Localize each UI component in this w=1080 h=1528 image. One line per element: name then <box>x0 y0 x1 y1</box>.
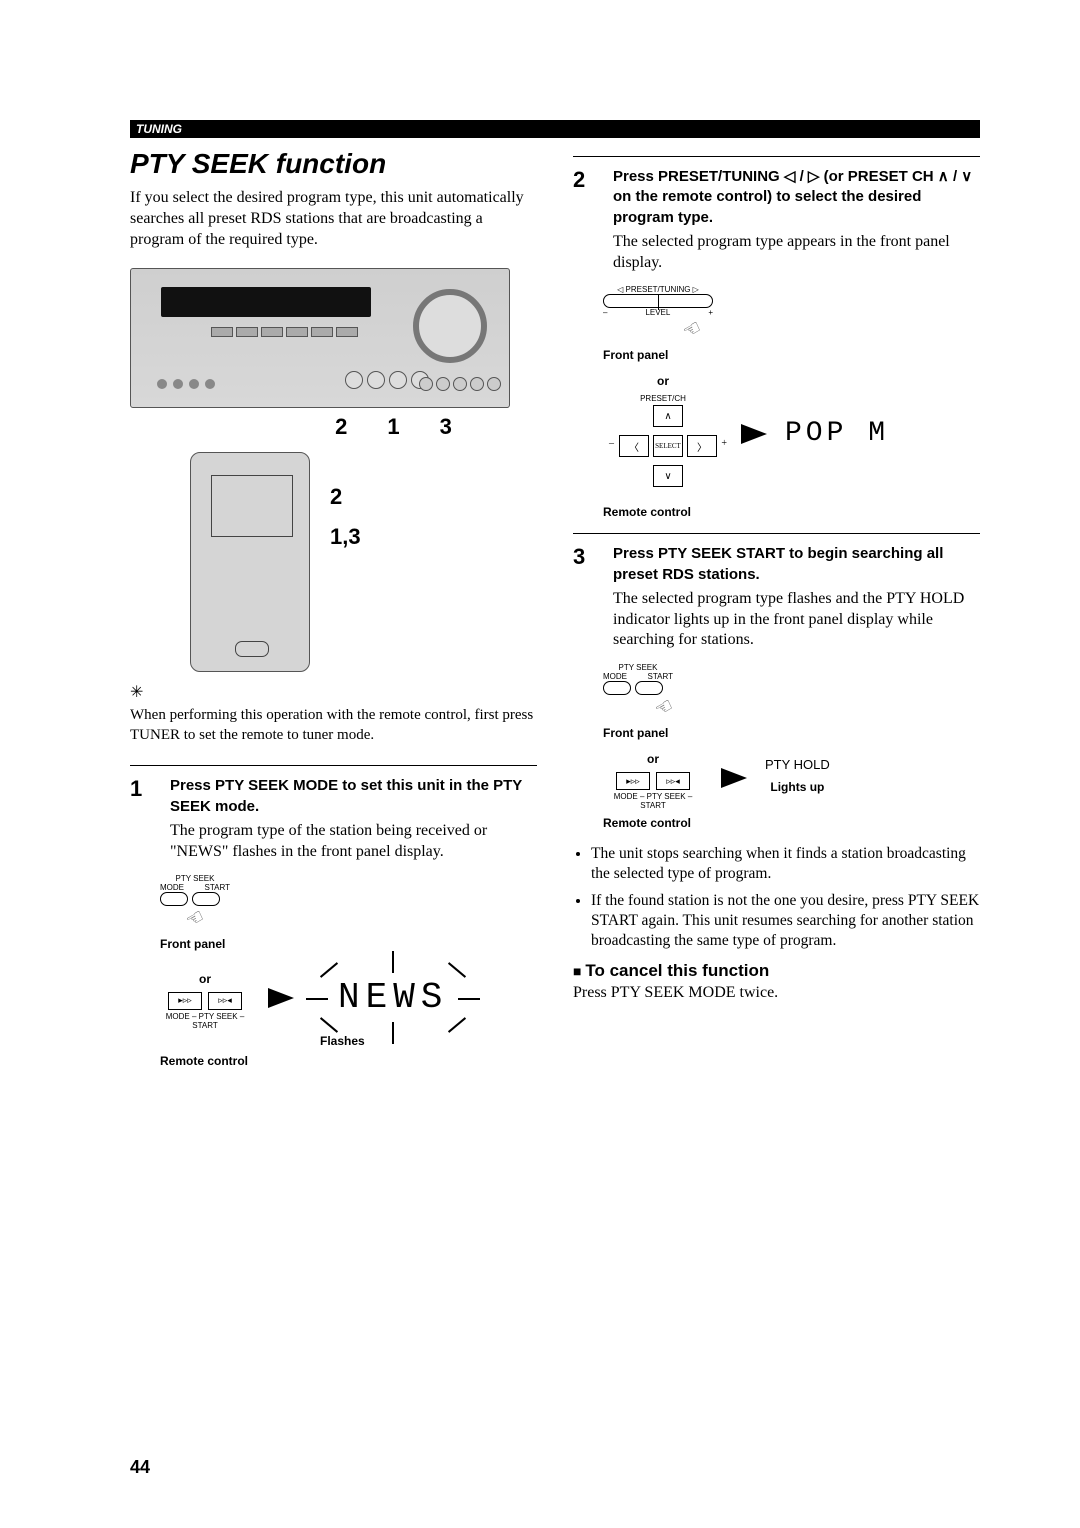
arrow-icon <box>721 768 747 788</box>
label-start: START <box>648 672 673 681</box>
tip-icon: ✳ <box>130 682 537 702</box>
lcd-ptyhold: PTY HOLD <box>765 757 830 772</box>
label-preset-ch: PRESET/CH <box>603 394 723 403</box>
arrow-icon <box>268 988 294 1008</box>
step-3: 3 Press PTY SEEK START to begin searchin… <box>573 544 980 651</box>
callout-1: 1 <box>387 414 399 440</box>
callout-3: 3 <box>440 414 452 440</box>
hand-icon: ☜ <box>678 315 706 346</box>
label-or: or <box>603 752 703 766</box>
receiver-callouts: 2 1 3 <box>250 414 537 440</box>
dpad-icon: ∧ 〈 SELECT 〉 ∨ – + <box>613 405 723 495</box>
remote-callouts: 2 1,3 <box>330 484 361 550</box>
callout-2: 2 <box>335 414 347 440</box>
left-column: PTY SEEK function If you select the desi… <box>130 148 537 1082</box>
divider <box>573 533 980 534</box>
two-column-layout: PTY SEEK function If you select the desi… <box>130 148 980 1082</box>
remote-callout-2: 2 <box>330 484 361 510</box>
right-column: 2 Press PRESET/TUNING ◁ / ▷ (or PRESET C… <box>573 148 980 1082</box>
remote-illustration <box>190 452 310 672</box>
cancel-body: Press PTY SEEK MODE twice. <box>573 983 980 1004</box>
cancel-heading: To cancel this function <box>573 961 980 981</box>
step-2-body: The selected program type appears in the… <box>613 232 980 274</box>
divider <box>573 156 980 157</box>
bullet-1: The unit stops searching when it finds a… <box>591 844 980 884</box>
step-2-diagram: ◁ PRESET/TUNING ▷ –LEVEL+ ☜ Front panel … <box>603 285 980 519</box>
news-lcd: NEWS <box>312 957 474 1038</box>
preset-bar-icon <box>603 294 713 308</box>
receiver-illustration <box>130 268 510 408</box>
step-2-heading: Press PRESET/TUNING ◁ / ▷ (or PRESET CH … <box>613 167 980 228</box>
section-header: TUNING <box>130 120 980 138</box>
label-ptyseek: PTY SEEK <box>603 663 673 672</box>
label-remote-control: Remote control <box>603 816 980 830</box>
divider <box>130 765 537 766</box>
step-1-diagram: PTY SEEK MODE START ☜ Front panel or ▸▹▹… <box>160 874 537 1068</box>
label-mode: MODE <box>603 672 627 681</box>
page-title: PTY SEEK function <box>130 148 537 180</box>
step-number-2: 2 <box>573 167 597 273</box>
label-lights-up: Lights up <box>765 780 830 794</box>
label-mode: MODE <box>160 883 184 892</box>
hand-icon: ☜ <box>650 692 678 723</box>
step-3-body: The selected program type flashes and th… <box>613 589 980 651</box>
step-number-3: 3 <box>573 544 597 651</box>
remote-btns-icon: ▸▹▹▹▹◂ <box>160 992 250 1010</box>
label-remote-control: Remote control <box>603 505 980 519</box>
label-front-panel: Front panel <box>160 937 537 951</box>
remote-wrap: 2 1,3 <box>130 452 537 672</box>
step-1: 1 Press PTY SEEK MODE to set this unit i… <box>130 776 537 862</box>
lcd-news: NEWS <box>338 977 448 1018</box>
hand-icon: ☜ <box>181 904 209 935</box>
step-3-bullets: The unit stops searching when it finds a… <box>573 844 980 951</box>
label-or: or <box>603 374 723 388</box>
label-front-panel: Front panel <box>603 348 980 362</box>
label-mode-ptyseek: MODE – PTY SEEK – START <box>603 792 703 810</box>
bullet-2: If the found station is not the one you … <box>591 891 980 951</box>
step-1-heading: Press PTY SEEK MODE to set this unit in … <box>170 776 537 817</box>
arrow-icon <box>741 424 767 444</box>
step-3-heading: Press PTY SEEK START to begin searching … <box>613 544 980 585</box>
tip-text: When performing this operation with the … <box>130 706 537 745</box>
label-or: or <box>160 972 250 986</box>
lcd-pop: POP M <box>785 418 889 449</box>
intro-paragraph: If you select the desired program type, … <box>130 188 537 250</box>
label-preset-tuning: ◁ PRESET/TUNING ▷ <box>603 285 713 294</box>
label-mode-ptyseek: MODE – PTY SEEK – START <box>160 1012 250 1030</box>
remote-callout-13: 1,3 <box>330 524 361 550</box>
page-number: 44 <box>130 1457 150 1478</box>
label-start: START <box>205 883 230 892</box>
label-ptyseek: PTY SEEK <box>160 874 230 883</box>
step-1-body: The program type of the station being re… <box>170 821 537 863</box>
label-remote-control: Remote control <box>160 1054 537 1068</box>
label-front-panel: Front panel <box>603 726 980 740</box>
step-number-1: 1 <box>130 776 154 862</box>
step-3-diagram: PTY SEEK MODE START ☜ Front panel or ▸▹▹… <box>603 663 980 830</box>
step-2: 2 Press PRESET/TUNING ◁ / ▷ (or PRESET C… <box>573 167 980 273</box>
remote-btns-icon: ▸▹▹▹▹◂ <box>603 772 703 790</box>
